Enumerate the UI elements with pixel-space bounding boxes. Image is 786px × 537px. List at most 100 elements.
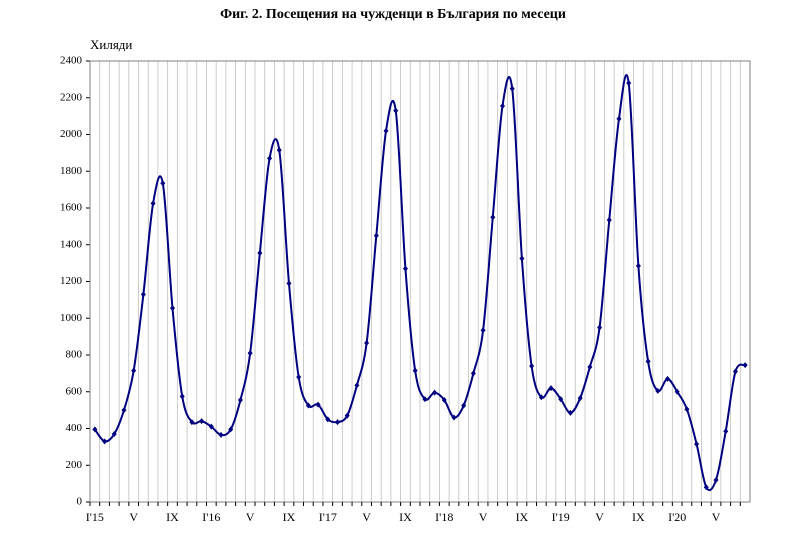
y-axis-label: Хиляди (90, 37, 132, 52)
x-tick-label: I'18 (435, 510, 453, 524)
data-point (286, 280, 292, 287)
data-point (665, 375, 670, 382)
x-tick-label: I'20 (668, 510, 686, 524)
data-point (364, 340, 370, 347)
data-point (645, 358, 651, 365)
data-point (140, 291, 146, 298)
data-point (111, 431, 117, 438)
data-point (393, 107, 399, 114)
chart-title: Фиг. 2. Посещения на чужденци в България… (220, 7, 566, 22)
data-point (732, 368, 738, 375)
data-point (577, 395, 583, 402)
y-tick-label: 2000 (60, 128, 83, 140)
data-point (179, 393, 185, 400)
data-point (199, 418, 205, 425)
x-tick-label: I'17 (319, 510, 337, 524)
x-tick-label: V (479, 510, 488, 524)
y-tick-label: 1200 (60, 275, 83, 287)
data-point (558, 396, 564, 403)
data-line (94, 74, 746, 492)
data-point (723, 428, 729, 435)
data-point (461, 402, 467, 409)
data-point (742, 362, 748, 369)
data-point (626, 80, 632, 87)
data-point (228, 426, 234, 433)
data-point (102, 438, 108, 445)
data-point (276, 147, 282, 154)
data-point (412, 367, 418, 374)
data-point (597, 324, 603, 331)
data-point (529, 363, 535, 370)
data-point (325, 416, 331, 423)
x-tick-label: V (246, 510, 255, 524)
data-point (354, 382, 360, 389)
data-point (335, 419, 340, 426)
x-tick-label: IX (166, 510, 179, 524)
x-tick-label: IX (283, 510, 296, 524)
data-point (432, 389, 438, 396)
data-point (383, 127, 389, 134)
data-point (257, 250, 263, 257)
data-point (170, 305, 175, 312)
data-point (422, 396, 428, 403)
data-point (567, 409, 573, 416)
data-point (296, 374, 302, 381)
y-tick-label: 2200 (60, 91, 83, 103)
data-point (189, 419, 195, 426)
data-point (606, 216, 612, 223)
data-point (538, 394, 544, 401)
data-point (500, 103, 505, 110)
data-point (247, 350, 253, 357)
x-tick-label: I'19 (552, 510, 570, 524)
y-tick-label: 200 (66, 459, 83, 471)
data-point (305, 402, 311, 409)
data-point (451, 414, 457, 421)
data-point (616, 115, 622, 122)
data-point (509, 85, 515, 92)
y-tick-label: 600 (66, 385, 83, 397)
data-point (218, 431, 224, 438)
y-tick-label: 1600 (60, 202, 83, 214)
data-point (208, 423, 214, 430)
y-tick-label: 2400 (60, 55, 83, 67)
x-tick-label: IX (632, 510, 645, 524)
x-tick-label: IX (516, 510, 529, 524)
x-tick-label: V (129, 510, 138, 524)
data-point (694, 441, 700, 448)
y-tick-label: 0 (77, 496, 83, 508)
data-point (237, 397, 243, 404)
data-point (713, 476, 719, 483)
data-point (519, 255, 525, 262)
x-tick-label: IX (399, 510, 412, 524)
data-point (160, 180, 166, 187)
y-tick-label: 800 (66, 349, 83, 361)
data-point (402, 265, 408, 272)
data-point (703, 484, 709, 491)
x-tick-label: V (362, 510, 371, 524)
y-tick-label: 400 (66, 422, 83, 434)
data-point (587, 363, 593, 370)
data-point (470, 370, 476, 377)
data-point (635, 262, 641, 269)
data-point (684, 406, 690, 413)
x-tick-label: I'15 (86, 510, 104, 524)
x-tick-label: I'16 (202, 510, 220, 524)
y-tick-label: 1800 (60, 165, 83, 177)
data-point (655, 387, 661, 394)
data-point (490, 214, 496, 221)
data-point (92, 426, 98, 433)
data-point (373, 232, 379, 239)
data-point (267, 155, 273, 162)
data-point (150, 200, 156, 207)
x-tick-label: V (712, 510, 721, 524)
y-tick-label: 1400 (60, 238, 83, 250)
data-point (548, 385, 554, 392)
data-point (315, 401, 321, 408)
data-point (131, 367, 137, 374)
data-point (480, 327, 486, 334)
x-tick-label: V (595, 510, 604, 524)
y-tick-label: 1000 (60, 312, 83, 324)
data-point (441, 397, 447, 404)
